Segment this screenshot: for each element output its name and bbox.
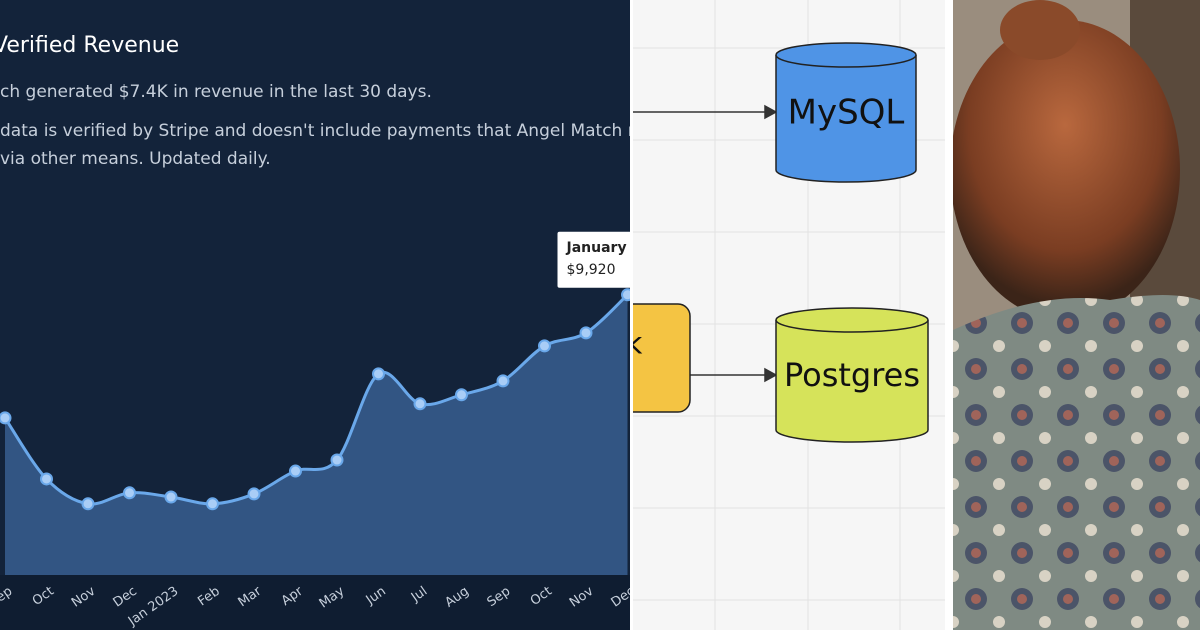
node-label: MySQL xyxy=(788,93,905,133)
point xyxy=(496,374,510,388)
point xyxy=(621,288,630,302)
blouse xyxy=(953,295,1200,630)
database-node xyxy=(775,42,917,183)
node-label: k xyxy=(625,327,643,362)
axis-band xyxy=(0,575,630,630)
point xyxy=(538,339,551,353)
point xyxy=(579,326,593,340)
diagram-panel: MySQL k Postgres xyxy=(625,0,945,630)
hair-bun xyxy=(1000,0,1080,60)
hair xyxy=(953,20,1180,320)
node-label: Postgres xyxy=(784,356,920,394)
chart-note: via other means. Updated daily. xyxy=(0,149,271,169)
tooltip: January $9,920 xyxy=(557,231,630,288)
point xyxy=(81,497,95,511)
chart-panel: Verified Revenue ch generated $7.4K in r… xyxy=(0,0,655,630)
point xyxy=(455,388,468,402)
tooltip-box xyxy=(557,231,630,288)
point xyxy=(413,397,427,411)
tooltip-title: January xyxy=(566,240,627,256)
database-node xyxy=(775,307,929,443)
photo-panel xyxy=(953,0,1200,630)
chart-note: data is verified by Stripe and doesn't i… xyxy=(0,121,655,141)
chart-subtitle: ch generated $7.4K in revenue in the las… xyxy=(0,82,432,102)
point xyxy=(164,490,178,504)
line xyxy=(3,293,629,506)
point xyxy=(206,497,219,511)
point xyxy=(289,464,302,478)
point xyxy=(330,453,344,467)
data-label: $9,920 xyxy=(567,262,616,278)
point xyxy=(123,486,136,500)
chart-title: Verified Revenue xyxy=(0,33,179,58)
process-node xyxy=(633,303,691,413)
area xyxy=(5,294,628,575)
point xyxy=(247,487,261,501)
arrow xyxy=(633,104,778,383)
point xyxy=(40,472,53,486)
point xyxy=(0,411,12,425)
point xyxy=(372,367,385,381)
